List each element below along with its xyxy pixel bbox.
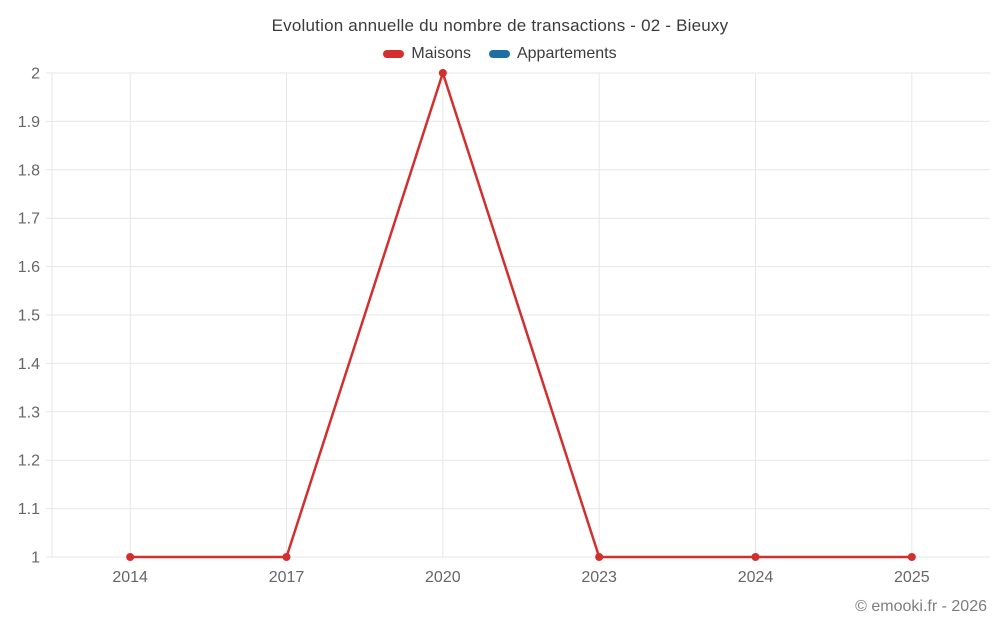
y-axis-label: 1.8 (18, 162, 40, 179)
appartements-series-swatch-icon (488, 50, 510, 58)
y-axis-label: 1.4 (18, 356, 40, 373)
legend-label-appartements: Appartements (516, 45, 617, 62)
data-point[interactable] (751, 553, 760, 561)
x-axis-label: 2017 (269, 569, 305, 586)
legend-item-maisons[interactable]: Maisons (383, 45, 471, 63)
credit-line: © emooki.fr - 2026 (855, 598, 987, 615)
series-line (128, 71, 914, 559)
y-axis-label: 1.2 (18, 453, 40, 470)
x-axis-label: 2020 (425, 569, 461, 586)
chart-title: Evolution annuelle du nombre de transact… (271, 16, 729, 35)
legend-label-maisons: Maisons (411, 45, 471, 62)
y-axis: 1 1.1 1.2 1.3 1.4 1.5 1.6 1.7 1.8 1.9 2 (18, 66, 990, 567)
data-point[interactable] (907, 553, 916, 561)
data-point[interactable] (595, 553, 604, 561)
data-point[interactable] (438, 69, 447, 77)
maisons-series-swatch-icon (383, 50, 405, 58)
x-axis-label: 2025 (894, 569, 930, 586)
y-axis-label: 1 (31, 550, 40, 567)
y-axis-label: 1.1 (18, 501, 40, 518)
y-axis-label: 1.6 (18, 259, 40, 276)
y-axis-label: 1.9 (18, 114, 40, 131)
legend-item-appartements[interactable]: Appartements (488, 45, 617, 63)
x-axis: 2014 2017 2020 2023 2024 2025 (51, 73, 930, 586)
y-axis-label: 1.5 (18, 308, 40, 325)
y-axis-label: 1.3 (18, 404, 40, 421)
data-point[interactable] (126, 553, 135, 561)
y-axis-label: 1.7 (18, 211, 40, 228)
data-point[interactable] (282, 553, 291, 561)
x-axis-label: 2024 (738, 569, 774, 586)
y-axis-label: 2 (31, 66, 40, 83)
series-maisons (126, 69, 916, 561)
x-axis-label: 2014 (112, 569, 148, 586)
x-axis-label: 2023 (581, 569, 617, 586)
chart-legend: Maisons Appartements (0, 45, 1000, 63)
